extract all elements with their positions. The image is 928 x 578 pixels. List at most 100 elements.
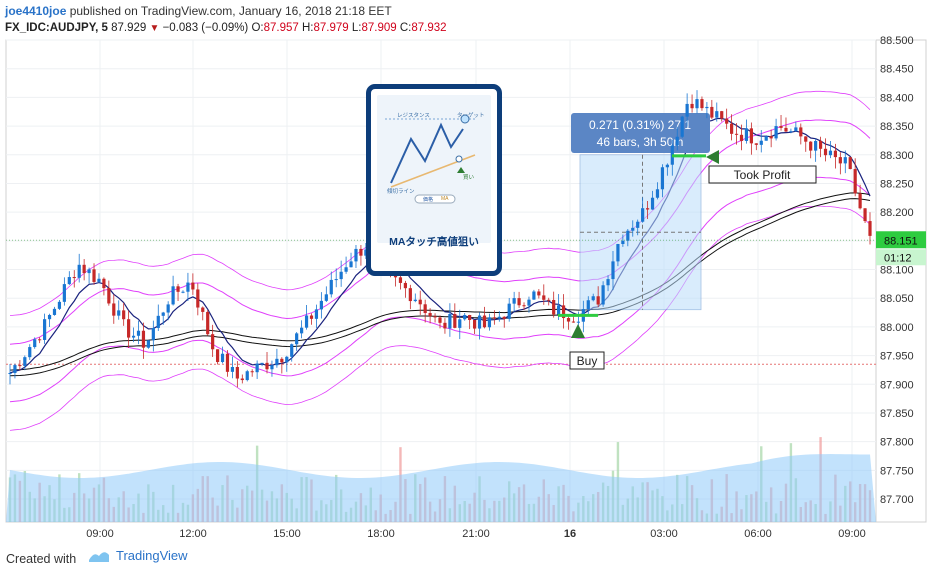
down-arrow-icon: ▼ xyxy=(149,23,160,34)
candle-body xyxy=(235,366,239,379)
candles xyxy=(8,90,872,388)
candle-body xyxy=(744,128,749,141)
x-tick-label: 12:00 xyxy=(179,528,207,540)
candle-body xyxy=(547,299,551,301)
y-tick-label: 88.000 xyxy=(880,322,914,334)
buy-label-box xyxy=(569,351,605,370)
candle-body xyxy=(596,296,600,305)
candle-body xyxy=(215,349,220,363)
candle-body xyxy=(245,371,249,381)
symbol-label[interactable]: FX_IDC:AUDJPY, 5 xyxy=(5,22,108,34)
card-illustration: レジスタンス ターゲット 傾切ライン 買い 価格 MA xyxy=(377,95,491,243)
overlays: Buy Took Profit xyxy=(6,150,876,370)
y-tick-label: 88.200 xyxy=(880,207,914,219)
candle-body xyxy=(18,365,22,367)
candle-body xyxy=(611,261,615,280)
author-link[interactable]: joe4410joe xyxy=(5,4,67,18)
footer: Created with TradingView xyxy=(0,540,928,578)
volume-area xyxy=(6,437,876,522)
candle-body xyxy=(754,143,758,145)
candle-body xyxy=(127,319,131,338)
tradingview-link[interactable]: TradingView xyxy=(88,548,188,563)
candle-body xyxy=(621,240,625,245)
candle-body xyxy=(715,111,719,118)
close-label: C: xyxy=(399,22,412,34)
candle-body xyxy=(576,321,580,323)
card-target: ターゲット xyxy=(457,113,485,119)
candle-body xyxy=(102,278,106,289)
candle-body xyxy=(319,300,323,310)
candle-body xyxy=(705,106,709,109)
candle-body xyxy=(240,378,244,381)
candle-body xyxy=(166,304,170,313)
candle-body xyxy=(171,286,175,305)
candle-body xyxy=(665,164,669,168)
candle-body xyxy=(675,136,679,146)
candle-body xyxy=(97,278,101,282)
y-tick-label: 87.850 xyxy=(880,408,914,420)
candle-body xyxy=(275,358,279,366)
card-title: MAタッチ高値狙い xyxy=(389,236,479,248)
x-tick-label: 15:00 xyxy=(273,528,301,540)
candle-body xyxy=(191,282,195,290)
candle-body xyxy=(468,315,472,321)
candle-body xyxy=(823,148,828,156)
candle-body xyxy=(557,305,561,315)
candle-body xyxy=(408,288,412,302)
candle-body xyxy=(804,136,808,142)
y-tick-label: 88.300 xyxy=(880,150,914,162)
candle-body xyxy=(566,318,571,322)
candle-body xyxy=(814,140,818,151)
candle-body xyxy=(270,365,274,370)
candle-body xyxy=(616,244,620,262)
candle-body xyxy=(645,208,650,210)
last-price: 87.929 xyxy=(111,22,147,34)
candle-body xyxy=(463,315,467,320)
candle-body xyxy=(725,118,729,124)
candle-body xyxy=(87,269,91,274)
candle-body xyxy=(685,103,689,117)
candle-body xyxy=(502,316,506,319)
buy-arrow-icon xyxy=(571,324,585,338)
card-trendline: 傾切ライン xyxy=(387,189,415,195)
candle-body xyxy=(250,371,254,373)
candle-body xyxy=(730,123,734,134)
candle-body xyxy=(517,298,521,306)
created-with-label: Created with xyxy=(6,552,77,566)
candle-body xyxy=(838,157,842,164)
high-label: H: xyxy=(302,22,314,34)
last-price-badge xyxy=(876,231,926,249)
candle-body xyxy=(230,366,235,372)
candle-body xyxy=(265,362,269,370)
open-label: O: xyxy=(251,22,264,34)
candle-body xyxy=(828,150,833,156)
candle-body xyxy=(591,296,595,301)
candle-body xyxy=(586,300,590,310)
x-tick-label: 09:00 xyxy=(86,528,114,540)
candle-body xyxy=(507,303,511,319)
candle-body xyxy=(141,330,146,348)
candle-body xyxy=(47,314,52,320)
measure-label-line1: 0.271 (0.31%) 27.1 xyxy=(589,118,691,132)
candle-body xyxy=(433,316,437,318)
candle-body xyxy=(211,334,215,350)
candle-body xyxy=(818,140,823,149)
candle-body xyxy=(739,134,744,141)
candle-body xyxy=(641,208,645,222)
candle-body xyxy=(196,289,200,308)
candle-body xyxy=(779,126,783,128)
y-tick-label: 88.100 xyxy=(880,265,914,277)
candle-body xyxy=(151,327,155,341)
x-tick-label: 06:00 xyxy=(744,528,772,540)
candle-body xyxy=(853,169,857,194)
candle-body xyxy=(655,189,660,198)
price-chart[interactable]: 0.271 (0.31%) 27.1 46 bars, 3h 50m Buy Too… xyxy=(0,0,928,540)
price-axis: 88.500 88.450 88.400 88.350 88.300 88.250 88.2… xyxy=(876,35,926,506)
candle-body xyxy=(749,128,753,144)
candle-body xyxy=(720,111,724,119)
y-tick-label: 88.050 xyxy=(880,293,914,305)
candle-body xyxy=(77,264,81,278)
candle-body xyxy=(42,319,47,340)
candle-body xyxy=(482,315,487,328)
y-tick-label: 87.950 xyxy=(880,351,914,363)
